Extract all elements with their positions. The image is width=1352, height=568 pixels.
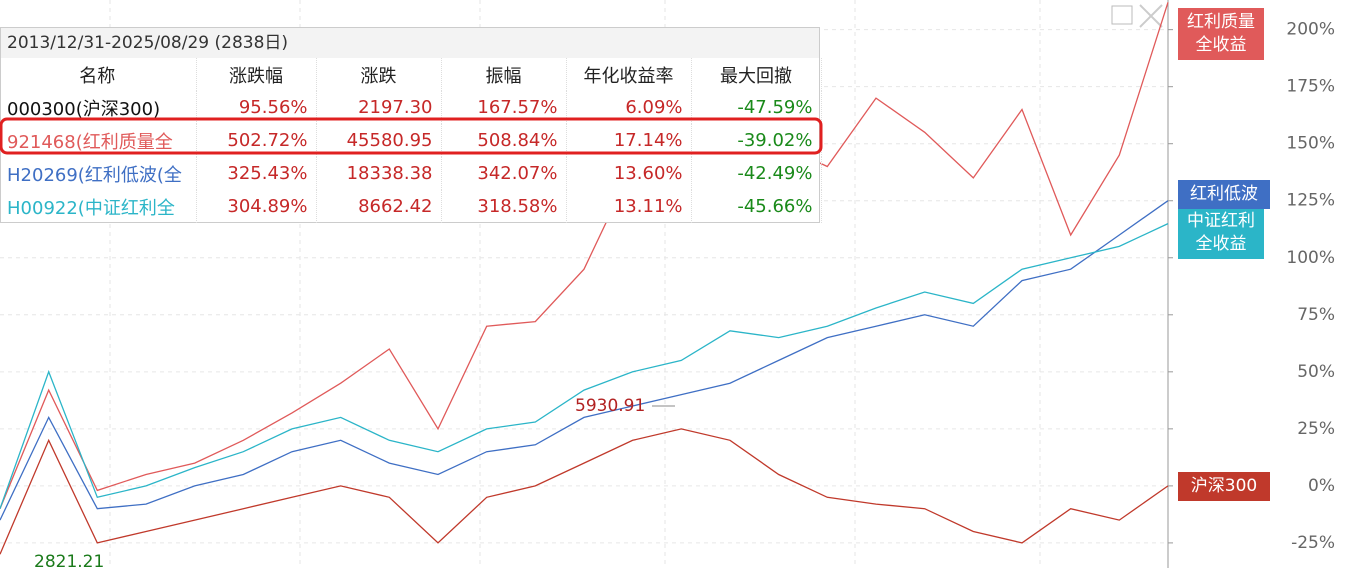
series-line xyxy=(0,428,1169,555)
y-tick-label: -25% xyxy=(1291,533,1335,553)
y-tick-label: 175% xyxy=(1286,77,1335,97)
header-cell: 名称 xyxy=(1,58,197,91)
header-cell: 最大回撤 xyxy=(691,58,822,91)
y-tick-label: 0% xyxy=(1308,476,1335,496)
header-row: 名称 涨跌幅 涨跌 振幅 年化收益率 最大回撤 xyxy=(1,58,822,91)
table-cell: H00922(中证红利全 xyxy=(1,190,197,223)
window-icon[interactable] xyxy=(1111,5,1133,25)
table-cell: -42.49% xyxy=(691,157,822,190)
series-line xyxy=(0,2,1169,509)
table-cell: 318.58% xyxy=(441,190,567,223)
series-line xyxy=(0,200,1169,521)
y-tick-label: 100% xyxy=(1286,248,1335,268)
legend-label: 红利质量全收益 xyxy=(1178,8,1264,60)
y-tick-label: 200% xyxy=(1286,20,1335,40)
legend-label: 中证红利全收益 xyxy=(1178,207,1264,259)
table-cell: 13.11% xyxy=(566,190,692,223)
header-cell: 涨跌幅 xyxy=(196,58,317,91)
annotation: 2821.21 xyxy=(34,552,104,568)
series-line xyxy=(0,223,1169,509)
stats-table: 2013/12/31-2025/08/29 (2838日) 名称 涨跌幅 涨跌 振幅年… xyxy=(0,27,823,223)
header-cell: 年化收益率 xyxy=(566,58,692,91)
table-cell: 304.89% xyxy=(196,190,317,223)
highlight xyxy=(0,117,823,155)
y-tick-label: 50% xyxy=(1297,362,1335,382)
table-cell: 13.60% xyxy=(566,157,692,190)
table-cell: H20269(红利低波(全 xyxy=(1,157,197,190)
annotation: 5930.91 xyxy=(575,396,645,416)
table-title: 2013/12/31-2025/08/29 (2838日) xyxy=(1,28,819,58)
table-cell: 325.43% xyxy=(196,157,317,190)
header-cell: 振幅 xyxy=(441,58,567,91)
table-cell: 18338.38 xyxy=(316,157,442,190)
table-cell: -45.66% xyxy=(691,190,822,223)
table-cell: 8662.42 xyxy=(316,190,442,223)
table-row: H20269(红利低波(全 325.43% 18338.38 342.07% 13.60… xyxy=(1,157,822,190)
header-cell: 涨跌 xyxy=(316,58,442,91)
close-icon[interactable] xyxy=(1139,4,1163,28)
legend-label: 沪深300 xyxy=(1178,472,1270,501)
vertical-grid xyxy=(109,0,1041,568)
y-tick-label: 125% xyxy=(1286,191,1335,211)
y-tick-label: 150% xyxy=(1286,134,1335,154)
legend-label: 红利低波 xyxy=(1178,180,1270,209)
table-row: H00922(中证红利全 304.89% 8662.42 318.58% 13.11% -… xyxy=(1,190,822,223)
y-tick-label: 25% xyxy=(1297,419,1335,439)
y-tick-label: 75% xyxy=(1297,305,1335,325)
table-cell: 342.07% xyxy=(441,157,567,190)
